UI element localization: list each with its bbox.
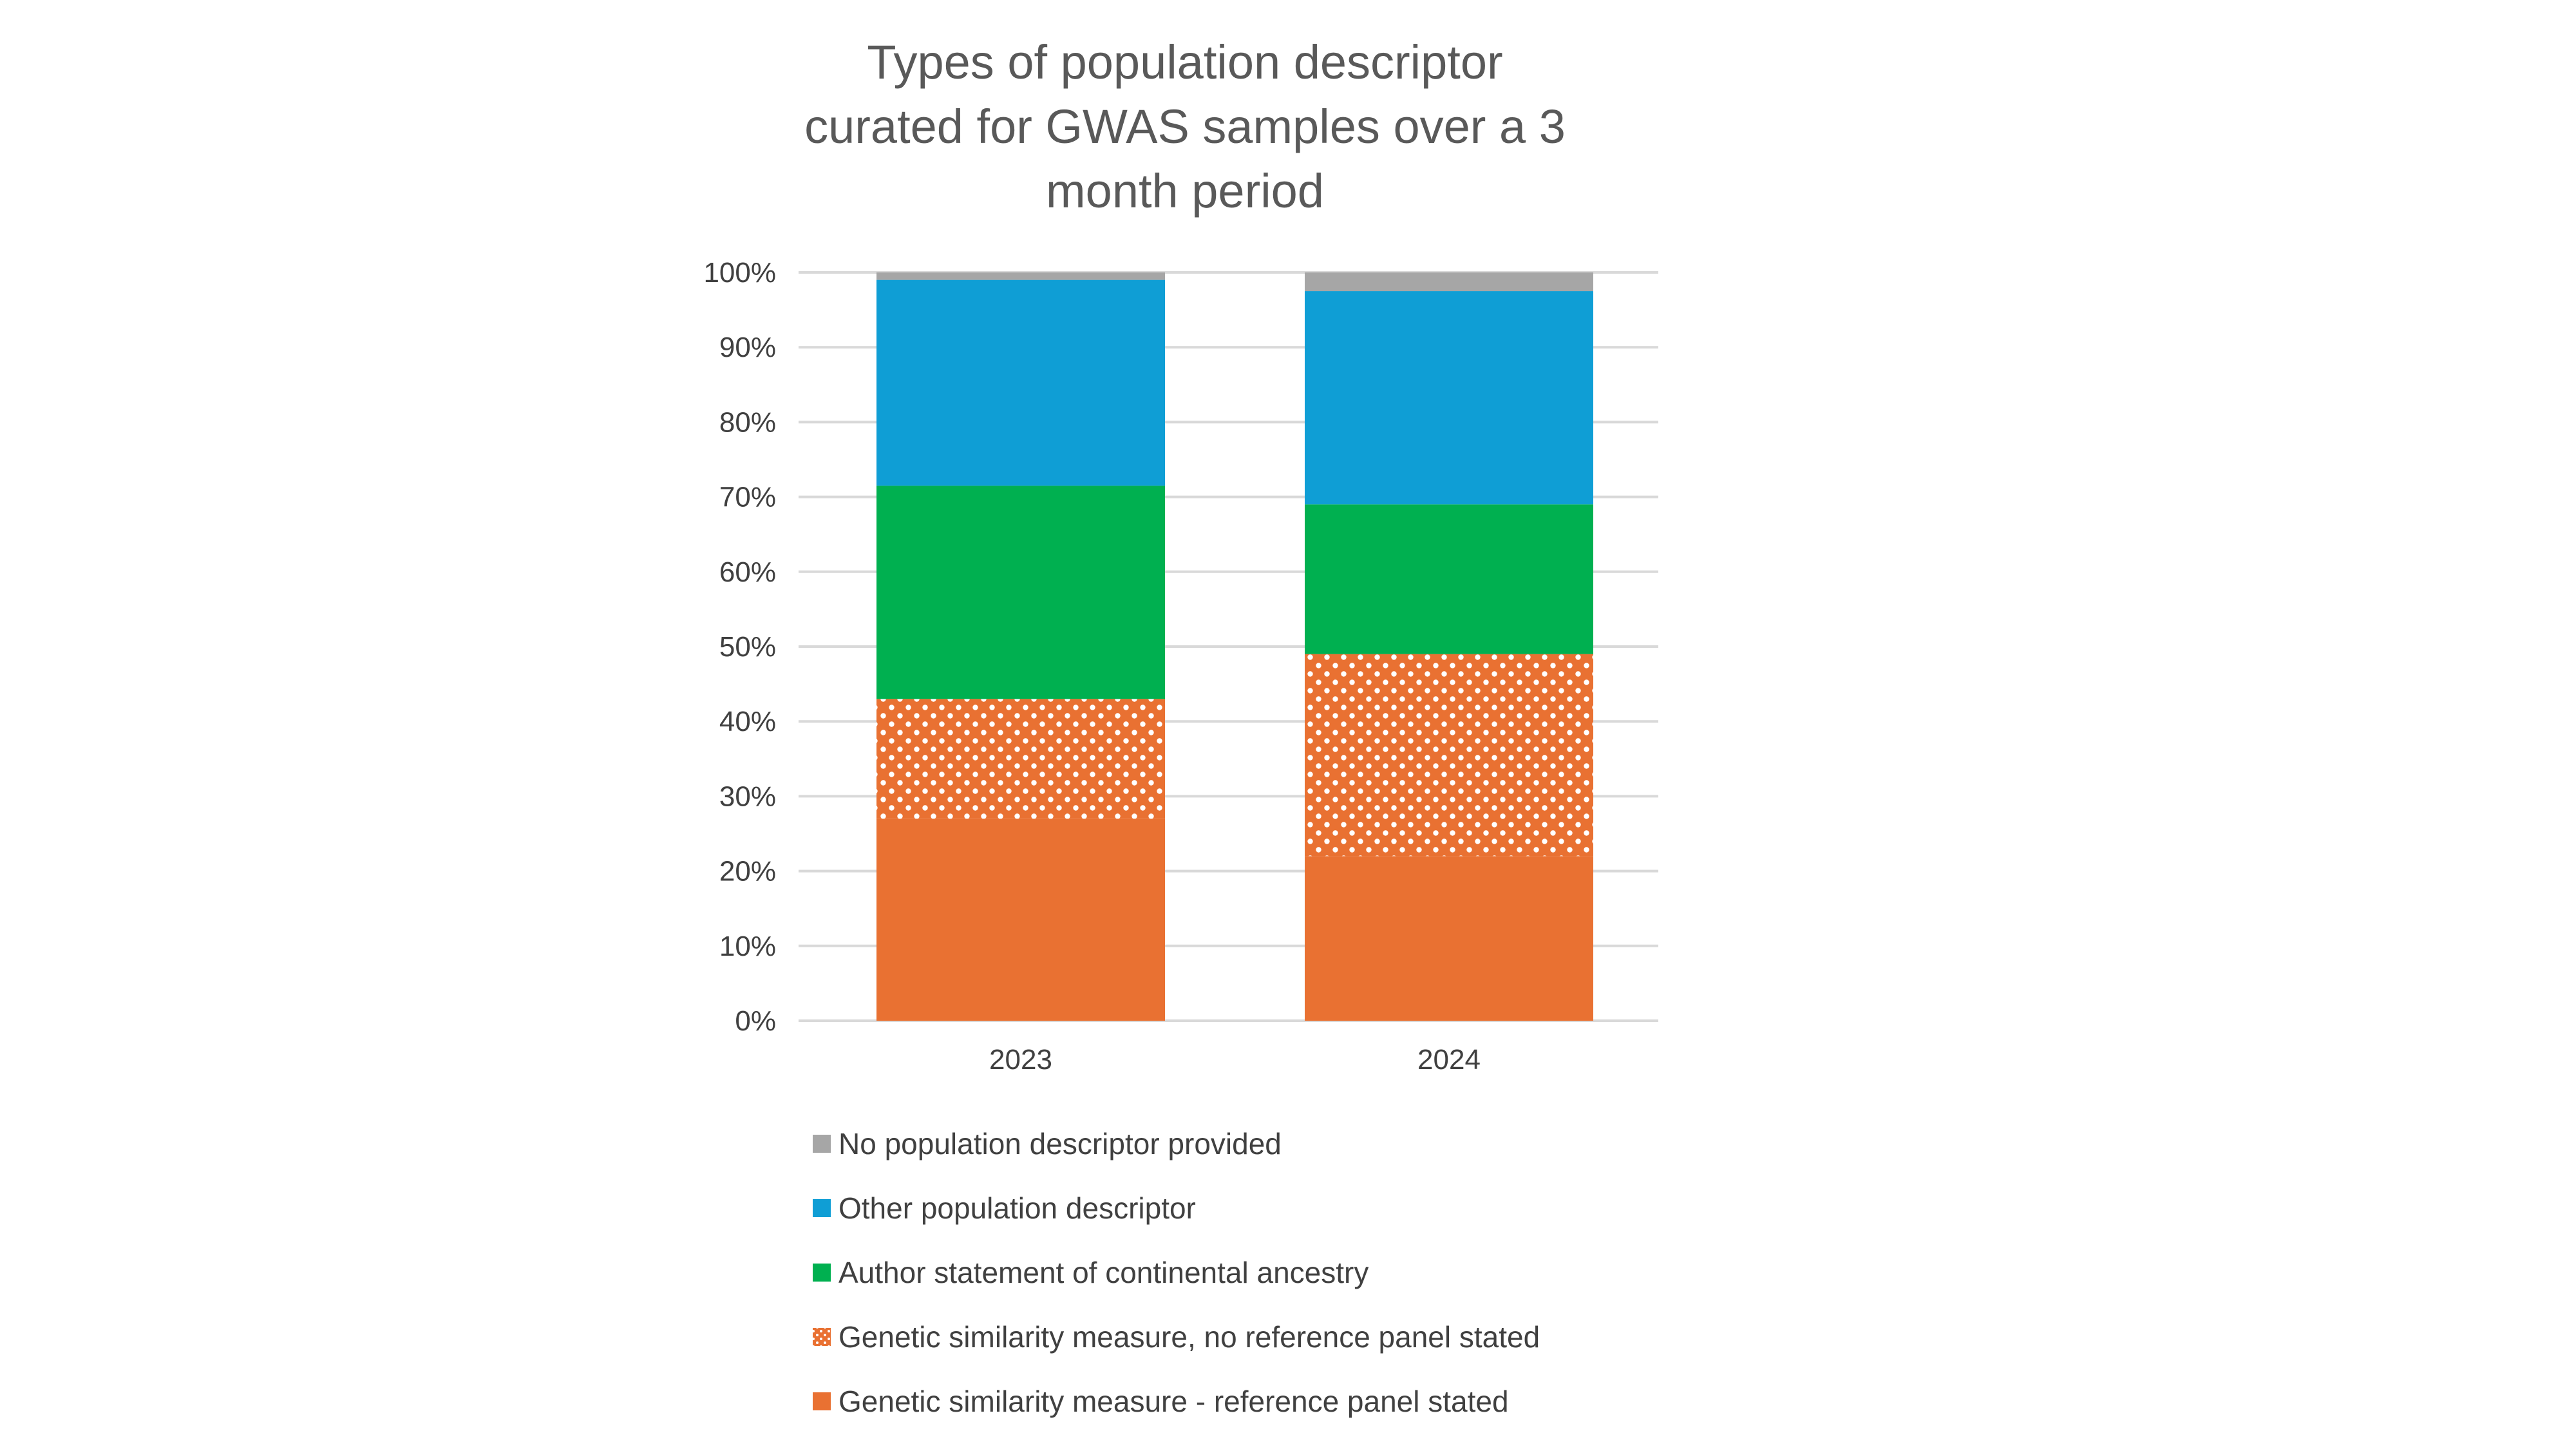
x-tick-label: 2024: [1417, 1044, 1481, 1075]
legend-item: Other population descriptor: [813, 1191, 1196, 1225]
legend-label: Other population descriptor: [838, 1191, 1196, 1225]
legend-item: Genetic similarity measure - reference p…: [813, 1385, 1509, 1418]
chart-title-line-1: Types of population descriptor: [867, 35, 1502, 89]
bar-segment: [876, 699, 1165, 819]
bar-segment: [1305, 291, 1593, 505]
y-tick-label: 90%: [719, 332, 776, 363]
y-tick-label: 0%: [735, 1005, 776, 1037]
chart-title-line-3: month period: [1046, 164, 1324, 218]
bar-segment: [876, 819, 1165, 1021]
x-tick-label: 2023: [989, 1044, 1052, 1075]
legend-swatch: [813, 1264, 831, 1282]
y-tick-label: 60%: [719, 556, 776, 588]
legend-label: No population descriptor provided: [838, 1127, 1282, 1160]
legend-item: Author statement of continental ancestry: [813, 1256, 1368, 1289]
y-tick-label: 40%: [719, 706, 776, 737]
y-axis-tick-labels: 0% 10% 20% 30% 40% 50% 60% 70% 80% 90% 100%: [703, 257, 776, 1037]
chart-title: Types of population descriptor curated f…: [804, 35, 1566, 218]
legend-swatch: [813, 1392, 831, 1410]
legend-item: No population descriptor provided: [813, 1127, 1282, 1160]
bar-segment: [876, 486, 1165, 699]
y-tick-label: 50%: [719, 631, 776, 663]
bars: [876, 272, 1593, 1021]
legend-swatch: [813, 1199, 831, 1217]
x-axis-tick-labels: 2023 2024: [989, 1044, 1481, 1075]
y-tick-label: 30%: [719, 781, 776, 812]
bar-segment: [1305, 504, 1593, 654]
legend-label: Genetic similarity measure, no reference…: [838, 1320, 1540, 1354]
y-tick-label: 20%: [719, 856, 776, 887]
y-tick-label: 100%: [703, 257, 776, 289]
legend-item: Genetic similarity measure, no reference…: [813, 1320, 1540, 1354]
legend-label: Genetic similarity measure - reference p…: [838, 1385, 1509, 1418]
y-tick-label: 10%: [719, 931, 776, 962]
bar-segment: [1305, 272, 1593, 292]
legend-swatch: [813, 1135, 831, 1153]
bar-segment: [876, 279, 1165, 486]
chart-title-line-2: curated for GWAS samples over a 3: [804, 100, 1566, 153]
legend-label: Author statement of continental ancestry: [838, 1256, 1368, 1289]
bar-segment: [1305, 856, 1593, 1021]
bar-segment: [1305, 654, 1593, 857]
legend-swatch: [813, 1328, 831, 1346]
y-tick-label: 80%: [719, 406, 776, 438]
legend: No population descriptor provided Other p…: [813, 1127, 1540, 1418]
bar-segment: [876, 272, 1165, 280]
y-tick-label: 70%: [719, 482, 776, 513]
